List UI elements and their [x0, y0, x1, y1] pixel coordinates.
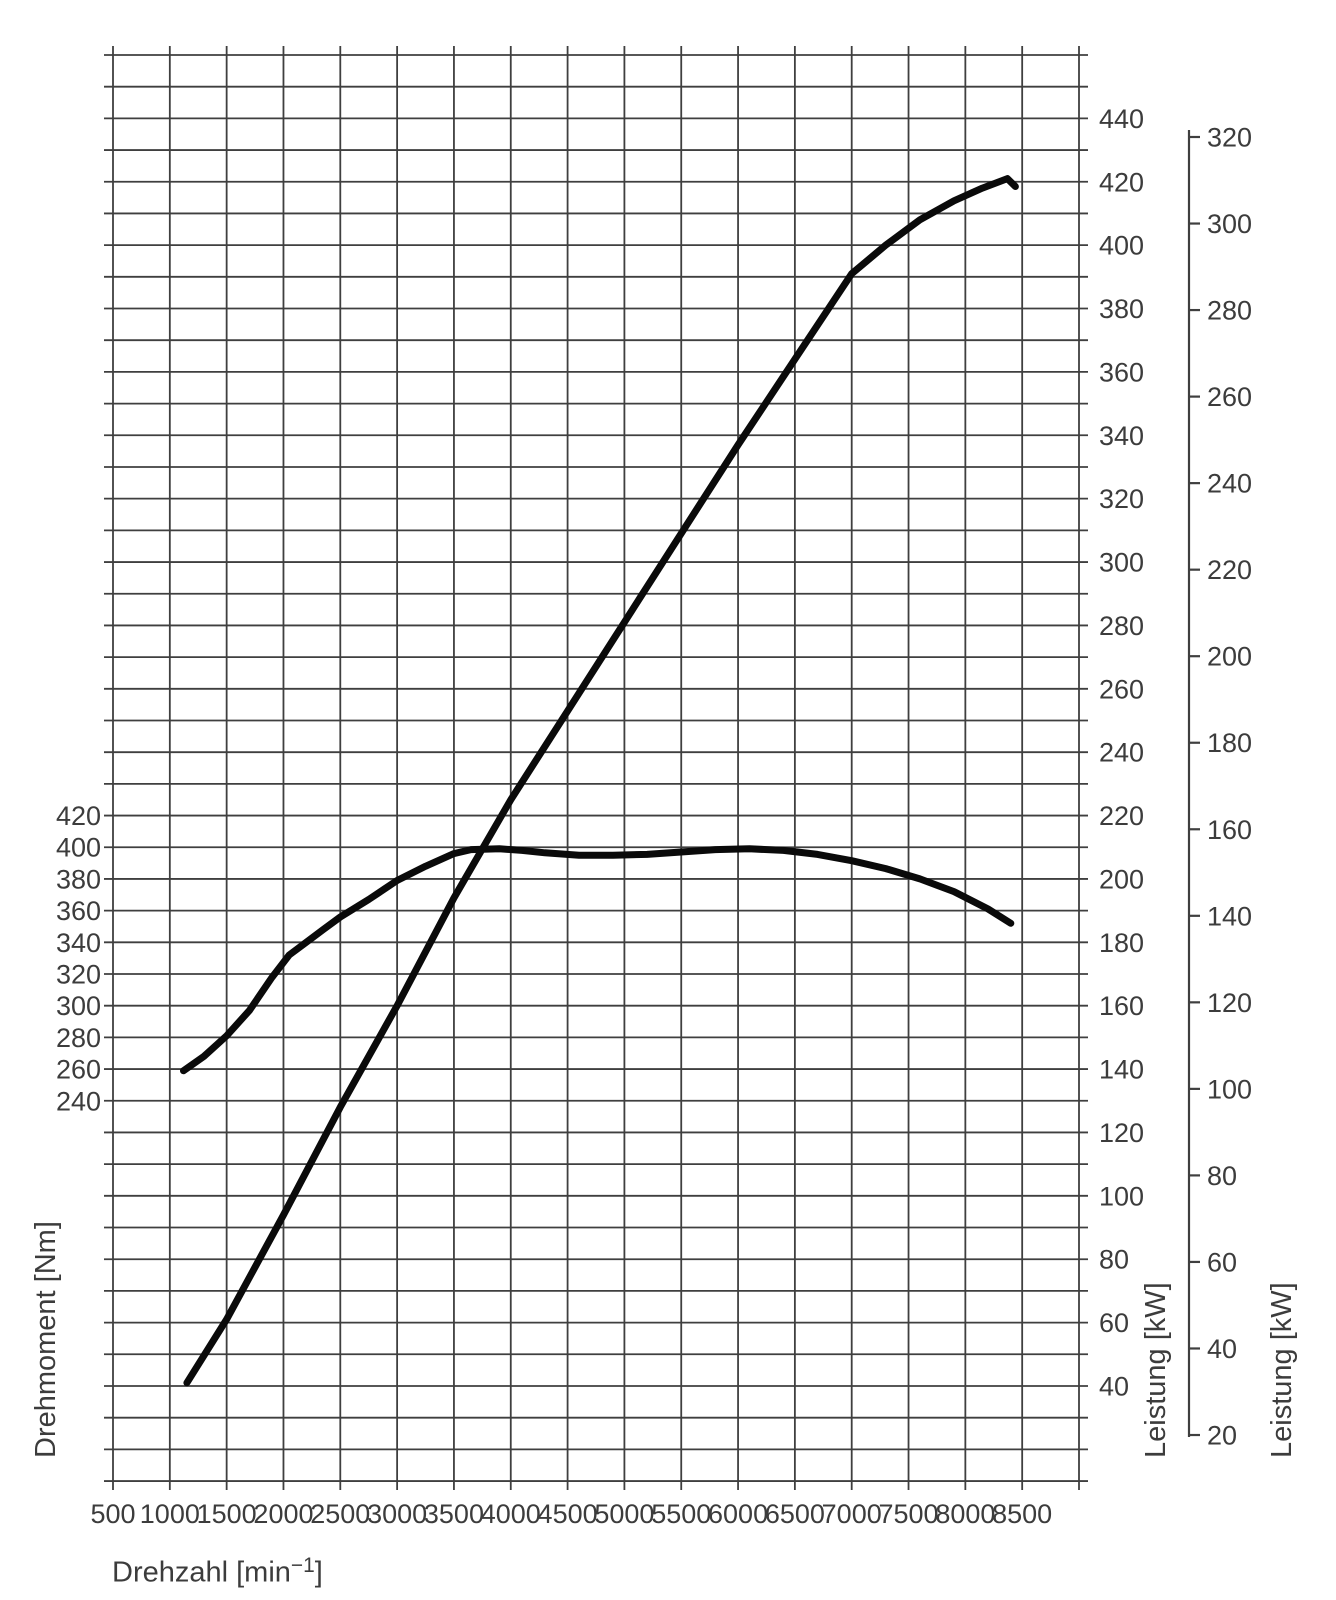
power-inner-tick-label: 320	[1099, 484, 1144, 514]
power-outer-tick-label: 260	[1207, 382, 1252, 412]
power-inner-tick-label: 160	[1099, 991, 1144, 1021]
power-outer-tick-label: 180	[1207, 728, 1252, 758]
power-inner-tick-label: 100	[1099, 1181, 1144, 1211]
power-inner-tick-label: 180	[1099, 928, 1144, 958]
x-axis-title-bracket: ]	[314, 1556, 323, 1589]
power-inner-tick-label: 440	[1099, 104, 1144, 134]
x-tick-label: 5000	[594, 1499, 654, 1529]
power-curve	[183, 175, 1019, 1387]
torque-curve	[180, 845, 1015, 1075]
power-inner-tick-label: 40	[1099, 1371, 1129, 1401]
x-tick-label: 4000	[481, 1499, 541, 1529]
x-tick-label: 8000	[935, 1499, 995, 1529]
power-inner-tick-label: 380	[1099, 294, 1144, 324]
power-inner-tick-label: 60	[1099, 1308, 1129, 1338]
torque-tick-label: 420	[56, 801, 101, 831]
power-outer-tick-label: 20	[1207, 1421, 1237, 1451]
power-inner-tick-label: 360	[1099, 357, 1144, 387]
x-axis-title-text: Drehzahl [min	[112, 1556, 291, 1589]
torque-tick-label: 280	[56, 1023, 101, 1053]
x-tick-label: 3000	[367, 1499, 427, 1529]
x-tick-label: 5500	[651, 1499, 711, 1529]
x-axis-title-superscript: −1	[290, 1554, 315, 1577]
power-outer-tick-label: 320	[1207, 123, 1252, 153]
x-tick-label: 4500	[538, 1499, 598, 1529]
torque-tick-label: 400	[56, 833, 101, 863]
power-outer-tick-label: 220	[1207, 555, 1252, 585]
power-outer-tick-label: 140	[1207, 901, 1252, 931]
power-outer-tick-label: 120	[1207, 988, 1252, 1018]
power-inner-tick-label: 300	[1099, 548, 1144, 578]
x-tick-label: 8500	[992, 1499, 1052, 1529]
power-outer-tick-label: 240	[1207, 469, 1252, 499]
power-outer-tick-label: 160	[1207, 815, 1252, 845]
power-inner-tick-label: 240	[1099, 738, 1144, 768]
power-inner-tick-label: 140	[1099, 1055, 1144, 1085]
power-inner-tick-label: 220	[1099, 801, 1144, 831]
x-tick-label: 1500	[197, 1499, 257, 1529]
torque-tick-label: 320	[56, 960, 101, 990]
power-inner-axis-title: Leistung [kW]	[1140, 1282, 1172, 1458]
torque-tick-label: 260	[56, 1055, 101, 1085]
torque-tick-label: 240	[56, 1086, 101, 1116]
power-inner-tick-label: 420	[1099, 167, 1144, 197]
torque-tick-label: 340	[56, 928, 101, 958]
power-inner-tick-label: 120	[1099, 1118, 1144, 1148]
power-outer-tick-label: 40	[1207, 1334, 1237, 1364]
power-outer-tick-label: 100	[1207, 1074, 1252, 1104]
x-tick-label: 3500	[424, 1499, 484, 1529]
x-tick-label: 7000	[822, 1499, 882, 1529]
power-inner-tick-label: 340	[1099, 421, 1144, 451]
x-tick-label: 2000	[253, 1499, 313, 1529]
x-tick-label: 2500	[310, 1499, 370, 1529]
x-axis-title: Drehzahl [min−1]	[112, 1554, 323, 1589]
x-tick-label: 7500	[878, 1499, 938, 1529]
power-inner-tick-label: 400	[1099, 231, 1144, 261]
torque-tick-label: 380	[56, 864, 101, 894]
torque-tick-label: 360	[56, 896, 101, 926]
power-outer-tick-label: 280	[1207, 296, 1252, 326]
power-outer-tick-label: 200	[1207, 642, 1252, 672]
torque-tick-label: 300	[56, 991, 101, 1021]
power-inner-tick-label: 280	[1099, 611, 1144, 641]
x-tick-label: 500	[90, 1499, 135, 1529]
power-inner-tick-label: 200	[1099, 864, 1144, 894]
power-outer-tick-label: 80	[1207, 1161, 1237, 1191]
power-inner-tick-label: 260	[1099, 674, 1144, 704]
power-outer-tick-label: 60	[1207, 1247, 1237, 1277]
torque-axis-title: Drehmoment [Nm]	[30, 1221, 62, 1458]
power-outer-axis-title: Leistung [kW]	[1266, 1282, 1298, 1458]
power-inner-tick-label: 80	[1099, 1245, 1129, 1275]
x-tick-label: 1000	[140, 1499, 200, 1529]
power-outer-tick-label: 300	[1207, 209, 1252, 239]
x-tick-label: 6500	[765, 1499, 825, 1529]
x-tick-label: 6000	[708, 1499, 768, 1529]
